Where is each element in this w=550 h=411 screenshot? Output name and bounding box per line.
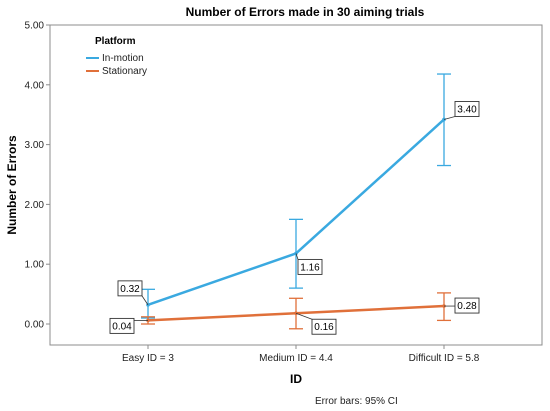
x-tick-label: Easy ID = 3 [122,353,174,364]
data-label-stationary: 0.16 [295,312,337,335]
data-label-text: 0.16 [314,322,334,333]
y-tick-label: 1.00 [25,260,45,271]
y-axis-label: Number of Errors [5,135,19,235]
data-label-stationary: 0.04 [109,317,148,334]
data-label-text: 1.16 [300,262,320,273]
y-tick-label: 4.00 [25,80,45,91]
y-tick-label: 0.00 [25,320,45,331]
chart-title: Number of Errors made in 30 aiming trial… [186,5,425,19]
y-tick-label: 5.00 [25,21,45,32]
y-tick-label: 3.00 [25,140,45,151]
data-label-in-motion: 1.16 [295,253,323,275]
legend-label-stationary: Stationary [102,66,147,77]
error-bars-note: Error bars: 95% CI [315,396,398,407]
data-label-in-motion: 0.32 [117,280,149,306]
x-axis-label: ID [290,372,302,386]
legend: Platform In-motion Stationary [86,36,147,77]
data-label-in-motion: 3.40 [443,101,480,120]
data-label-text: 0.04 [112,321,132,332]
legend-title: Platform [95,36,136,47]
y-tick-label: 2.00 [25,200,45,211]
data-label-text: 3.40 [457,104,477,115]
y-axis: 0.00 1.00 2.00 3.00 4.00 5.00 [25,21,50,331]
data-label-layer: 0.32 1.16 3.40 0.04 0.16 0.28 [109,101,480,335]
data-label-text: 0.32 [120,284,140,295]
series-layer [141,73,451,330]
data-label-stationary: 0.28 [444,297,480,314]
x-tick-label: Difficult ID = 5.8 [409,353,480,364]
x-tick-label: Medium ID = 4.4 [259,353,333,364]
x-axis: Easy ID = 3 Medium ID = 4.4 Difficult ID =… [122,345,480,364]
data-label-text: 0.28 [457,301,477,312]
legend-label-in-motion: In-motion [102,53,144,64]
